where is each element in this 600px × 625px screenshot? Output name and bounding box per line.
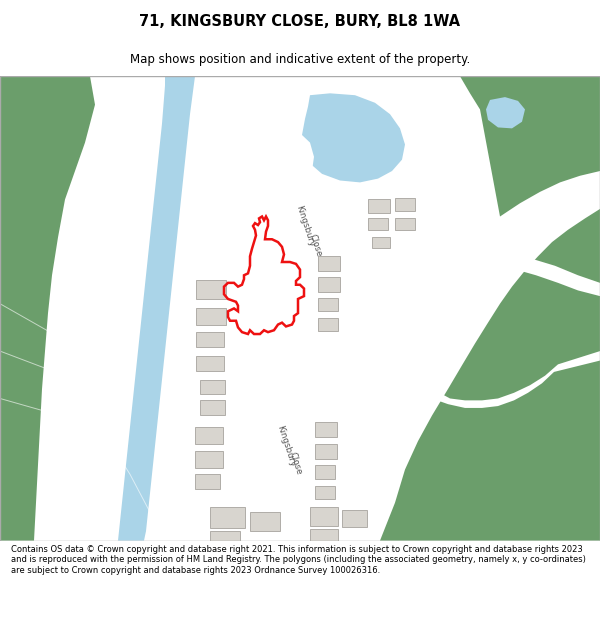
- Polygon shape: [200, 401, 225, 414]
- Polygon shape: [302, 93, 405, 182]
- Polygon shape: [196, 332, 224, 348]
- Polygon shape: [310, 508, 338, 526]
- Polygon shape: [318, 256, 340, 271]
- Polygon shape: [196, 356, 224, 371]
- Polygon shape: [395, 198, 415, 211]
- Polygon shape: [210, 531, 240, 541]
- Polygon shape: [315, 444, 337, 459]
- Polygon shape: [195, 474, 220, 489]
- Polygon shape: [0, 76, 40, 124]
- Text: Contains OS data © Crown copyright and database right 2021. This information is : Contains OS data © Crown copyright and d…: [11, 545, 586, 574]
- Text: Kingsbury: Kingsbury: [294, 204, 316, 248]
- Polygon shape: [395, 218, 415, 230]
- Text: Close: Close: [288, 451, 304, 476]
- Polygon shape: [318, 277, 340, 292]
- Polygon shape: [368, 218, 388, 230]
- Polygon shape: [195, 427, 223, 444]
- Polygon shape: [486, 97, 525, 128]
- Polygon shape: [195, 451, 223, 468]
- Polygon shape: [196, 280, 226, 299]
- Polygon shape: [196, 308, 226, 326]
- Polygon shape: [210, 508, 245, 528]
- Polygon shape: [380, 209, 600, 541]
- Text: Close: Close: [308, 232, 324, 258]
- Text: 71, KINGSBURY CLOSE, BURY, BL8 1WA: 71, KINGSBURY CLOSE, BURY, BL8 1WA: [139, 14, 461, 29]
- Polygon shape: [235, 126, 314, 196]
- Polygon shape: [318, 318, 338, 331]
- Polygon shape: [372, 238, 390, 248]
- Polygon shape: [310, 529, 338, 541]
- Polygon shape: [250, 512, 280, 531]
- Polygon shape: [118, 76, 195, 541]
- Polygon shape: [315, 465, 335, 479]
- Polygon shape: [315, 486, 335, 499]
- Polygon shape: [460, 76, 600, 216]
- Text: Map shows position and indicative extent of the property.: Map shows position and indicative extent…: [130, 53, 470, 66]
- Polygon shape: [200, 379, 225, 394]
- Polygon shape: [388, 254, 600, 408]
- Polygon shape: [515, 93, 565, 124]
- Polygon shape: [368, 199, 390, 212]
- Text: Kingsbury: Kingsbury: [275, 424, 297, 468]
- Polygon shape: [318, 298, 338, 311]
- Polygon shape: [266, 188, 300, 541]
- Polygon shape: [0, 76, 95, 541]
- Polygon shape: [315, 422, 337, 437]
- Polygon shape: [342, 510, 367, 528]
